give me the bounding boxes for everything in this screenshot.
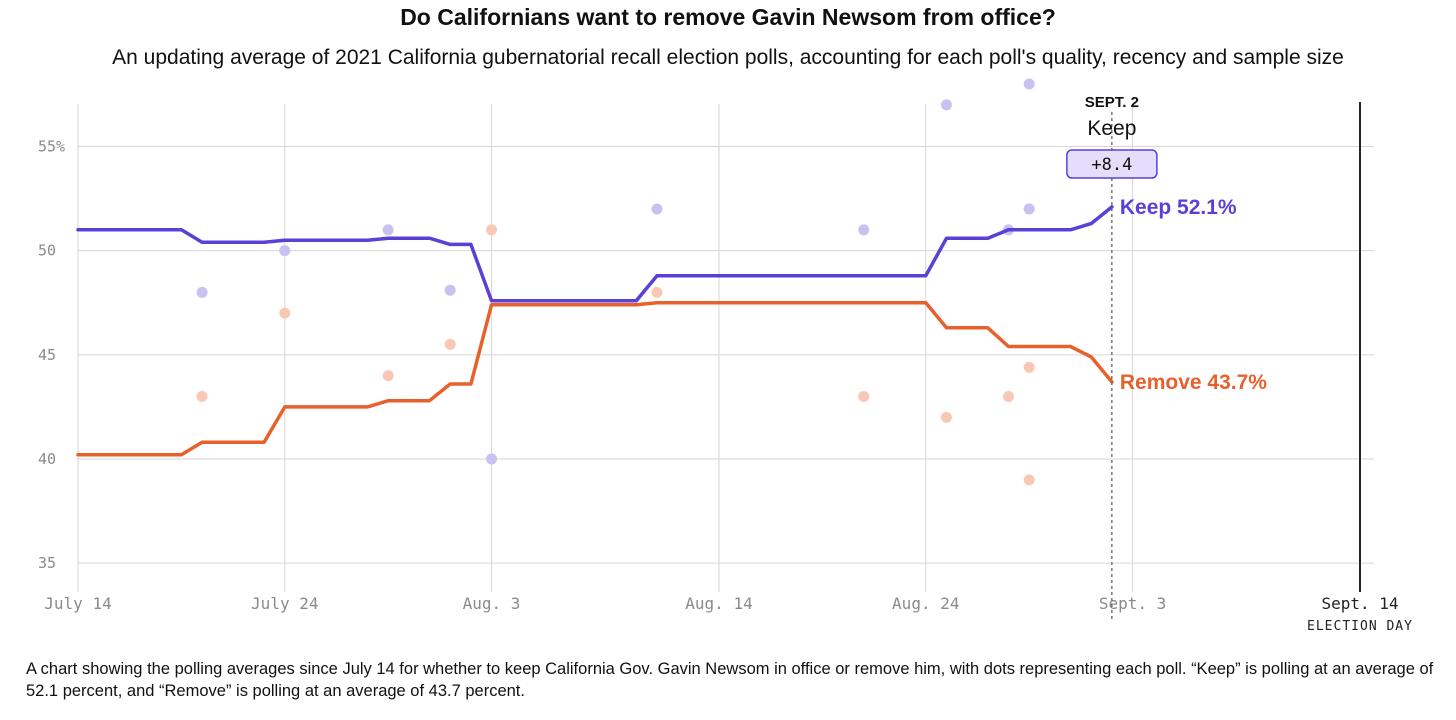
- poll-dot-keep: [940, 99, 952, 111]
- annotation-date: SEPT. 2: [1085, 94, 1139, 111]
- poll-dot-remove: [382, 370, 394, 382]
- x-axis-tick-labels: July 14 July 24 Aug. 3 Aug. 14 Aug. 24 Sept. …: [44, 594, 1413, 634]
- poll-dot-keep: [444, 284, 456, 296]
- y-gridlines: [78, 146, 1374, 564]
- poll-dot-remove: [940, 411, 952, 423]
- poll-dot-remove: [1002, 391, 1014, 402]
- y-tick-label: 35: [38, 554, 56, 572]
- date-annotation: SEPT. 2 Keep +8.4: [1066, 94, 1158, 622]
- x-tick-label: July 24: [251, 594, 318, 613]
- end-label-keep: Keep 52.1%: [1120, 196, 1237, 219]
- x-tick-label: Aug. 14: [685, 594, 752, 613]
- x-tick-sublabel: ELECTION DAY: [1307, 619, 1413, 634]
- poll-dot-keep: [858, 224, 870, 236]
- x-tick-label: Aug. 3: [463, 594, 521, 613]
- margin-badge: [1066, 149, 1158, 179]
- annotation-leader: Keep: [1087, 117, 1136, 140]
- poll-dot-remove: [486, 224, 498, 236]
- poll-dot-remove: [1023, 361, 1035, 373]
- poll-dot-remove: [858, 391, 870, 402]
- polling-average-chart: 55% 50 45 40 35 July 14 July 24 Aug. 3 Aug. 14 A…: [38, 78, 1413, 634]
- y-tick-label: 50: [38, 242, 56, 260]
- chart-caption: A chart showing the polling averages sin…: [26, 660, 1434, 700]
- poll-dot-keep: [382, 224, 394, 236]
- poll-dot-remove: [279, 307, 291, 319]
- average-line-remove: [76, 301, 1114, 457]
- poll-dot-remove: [444, 338, 456, 350]
- poll-dot-keep: [651, 203, 663, 215]
- poll-dot-keep: [486, 453, 498, 465]
- poll-dot-keep: [1023, 78, 1035, 90]
- y-axis-tick-labels: 55% 50 45 40 35: [38, 138, 65, 573]
- y-tick-label: 40: [38, 450, 56, 468]
- chart-subtitle: An updating average of 2021 California g…: [112, 46, 1344, 69]
- margin-value: +8.4: [1091, 155, 1132, 175]
- y-tick-label: 55%: [38, 138, 65, 156]
- poll-dot-keep: [1023, 203, 1035, 215]
- x-tick-label: July 14: [44, 594, 111, 613]
- poll-dot-remove: [651, 286, 663, 298]
- end-label-remove: Remove 43.7%: [1120, 371, 1267, 394]
- chart-title: Do Californians want to remove Gavin New…: [400, 4, 1056, 30]
- poll-dot-keep: [196, 286, 208, 298]
- poll-dots: [196, 78, 1035, 486]
- average-lines: [76, 205, 1114, 457]
- poll-dot-remove: [196, 391, 208, 402]
- poll-dot-keep: [279, 245, 291, 257]
- x-tick-label: Aug. 24: [892, 594, 959, 613]
- x-tick-label: Sept. 14: [1321, 594, 1398, 613]
- x-tick-label: Sept. 3: [1099, 594, 1166, 613]
- x-gridlines: [77, 102, 1361, 592]
- poll-dot-remove: [1023, 474, 1035, 486]
- average-line-keep: [76, 205, 1114, 303]
- series-end-labels: Keep 52.1% Remove 43.7%: [1120, 196, 1267, 394]
- y-tick-label: 45: [38, 346, 56, 364]
